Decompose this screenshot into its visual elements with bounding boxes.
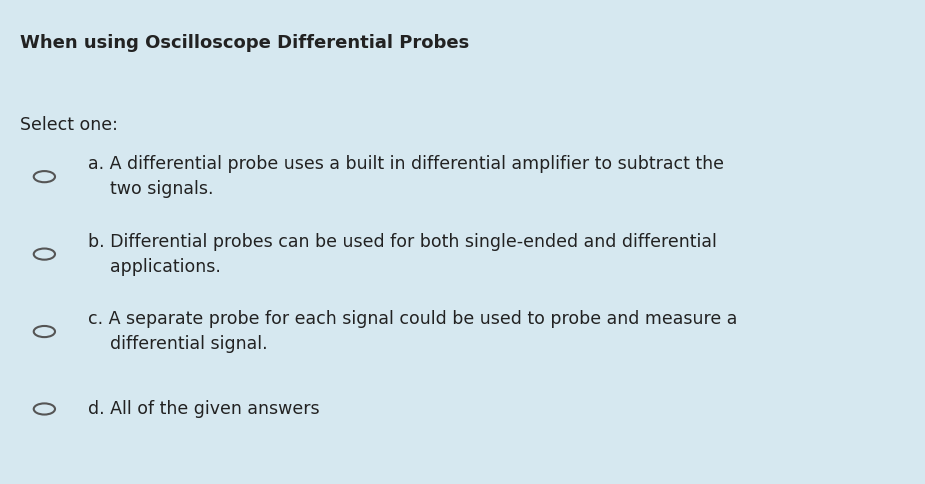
Text: b. Differential probes can be used for both single-ended and differential
    ap: b. Differential probes can be used for b… [88,233,717,275]
Circle shape [33,326,55,337]
Text: Select one:: Select one: [20,116,118,134]
Circle shape [33,171,55,182]
Text: When using Oscilloscope Differential Probes: When using Oscilloscope Differential Pro… [20,34,470,52]
Text: a. A differential probe uses a built in differential amplifier to subtract the
 : a. A differential probe uses a built in … [88,155,724,198]
Text: c. A separate probe for each signal could be used to probe and measure a
    dif: c. A separate probe for each signal coul… [88,310,737,353]
Circle shape [33,403,55,415]
Circle shape [33,248,55,260]
Text: d. All of the given answers: d. All of the given answers [88,400,319,418]
